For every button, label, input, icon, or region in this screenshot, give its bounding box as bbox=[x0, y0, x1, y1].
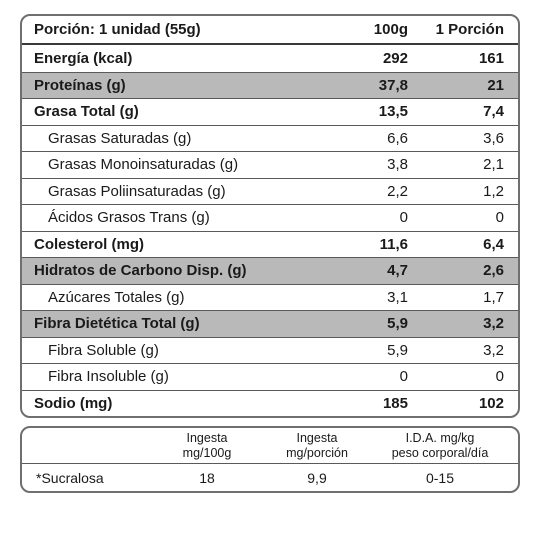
value-portion: 102 bbox=[418, 395, 518, 412]
value-portion: 1,7 bbox=[418, 289, 518, 306]
table-row: Grasas Monoinsaturadas (g)3,82,1 bbox=[22, 151, 518, 178]
table-row: Fibra Soluble (g)5,93,2 bbox=[22, 337, 518, 364]
nutrient-label: Ácidos Grasos Trans (g) bbox=[22, 209, 318, 226]
value-portion: 0 bbox=[418, 368, 518, 385]
table-row: Proteínas (g)37,821 bbox=[22, 72, 518, 99]
value-portion: 0 bbox=[418, 209, 518, 226]
value-100g: 11,6 bbox=[318, 236, 418, 253]
nutrient-label: Azúcares Totales (g) bbox=[22, 289, 318, 306]
value-100g: 5,9 bbox=[318, 315, 418, 332]
table-row: Grasas Saturadas (g)6,63,6 bbox=[22, 125, 518, 152]
header-portion-col: 1 Porción bbox=[418, 21, 518, 38]
table-row: Azúcares Totales (g)3,11,7 bbox=[22, 284, 518, 311]
nutrition-table: Porción: 1 unidad (55g) 100g 1 Porción E… bbox=[20, 14, 520, 418]
table-row: Fibra Dietética Total (g)5,93,2 bbox=[22, 310, 518, 337]
h-ingesta-porcion: Ingestamg/porción bbox=[262, 431, 372, 460]
value-portion: 7,4 bbox=[418, 103, 518, 120]
value-portion: 3,6 bbox=[418, 130, 518, 147]
nutrient-label: Grasa Total (g) bbox=[22, 103, 318, 120]
value-100g: 13,5 bbox=[318, 103, 418, 120]
table-row: Grasa Total (g)13,57,4 bbox=[22, 98, 518, 125]
value-portion: 21 bbox=[418, 77, 518, 94]
nutrient-label: Colesterol (mg) bbox=[22, 236, 318, 253]
nutrient-label: Proteínas (g) bbox=[22, 77, 318, 94]
value-100g: 0 bbox=[318, 368, 418, 385]
nutrient-label: Fibra Dietética Total (g) bbox=[22, 315, 318, 332]
value-portion: 2,1 bbox=[418, 156, 518, 173]
value-100g: 6,6 bbox=[318, 130, 418, 147]
additive-v3: 0-15 bbox=[372, 470, 518, 486]
value-100g: 5,9 bbox=[318, 342, 418, 359]
table-row: Colesterol (mg)11,66,4 bbox=[22, 231, 518, 258]
value-100g: 0 bbox=[318, 209, 418, 226]
value-portion: 3,2 bbox=[418, 342, 518, 359]
additives-row: *Sucralosa 18 9,9 0-15 bbox=[22, 464, 518, 491]
value-portion: 6,4 bbox=[418, 236, 518, 253]
value-100g: 3,1 bbox=[318, 289, 418, 306]
nutrient-label: Fibra Soluble (g) bbox=[22, 342, 318, 359]
table-row: Fibra Insoluble (g)00 bbox=[22, 363, 518, 390]
table-row: Hidratos de Carbono Disp. (g)4,72,6 bbox=[22, 257, 518, 284]
nutrient-label: Fibra Insoluble (g) bbox=[22, 368, 318, 385]
nutrient-label: Grasas Poliinsaturadas (g) bbox=[22, 183, 318, 200]
nutrient-label: Grasas Saturadas (g) bbox=[22, 130, 318, 147]
value-portion: 1,2 bbox=[418, 183, 518, 200]
additive-v1: 18 bbox=[152, 470, 262, 486]
table-row: Sodio (mg)185102 bbox=[22, 390, 518, 417]
additive-name: *Sucralosa bbox=[22, 470, 152, 486]
value-100g: 37,8 bbox=[318, 77, 418, 94]
value-portion: 161 bbox=[418, 50, 518, 67]
additives-table: Ingestamg/100g Ingestamg/porción I.D.A. … bbox=[20, 426, 520, 493]
value-100g: 2,2 bbox=[318, 183, 418, 200]
value-100g: 292 bbox=[318, 50, 418, 67]
header-100g: 100g bbox=[318, 21, 418, 38]
value-100g: 4,7 bbox=[318, 262, 418, 279]
additive-v2: 9,9 bbox=[262, 470, 372, 486]
nutrient-label: Energía (kcal) bbox=[22, 50, 318, 67]
nutrient-label: Hidratos de Carbono Disp. (g) bbox=[22, 262, 318, 279]
table-row: Grasas Poliinsaturadas (g)2,21,2 bbox=[22, 178, 518, 205]
value-portion: 3,2 bbox=[418, 315, 518, 332]
table-header-row: Porción: 1 unidad (55g) 100g 1 Porción bbox=[22, 16, 518, 45]
table-row: Energía (kcal)292161 bbox=[22, 45, 518, 72]
nutrient-label: Grasas Monoinsaturadas (g) bbox=[22, 156, 318, 173]
additives-header: Ingestamg/100g Ingestamg/porción I.D.A. … bbox=[22, 428, 518, 464]
header-portion: Porción: 1 unidad (55g) bbox=[22, 21, 318, 38]
h-ingesta-100g: Ingestamg/100g bbox=[152, 431, 262, 460]
value-100g: 3,8 bbox=[318, 156, 418, 173]
value-portion: 2,6 bbox=[418, 262, 518, 279]
table-row: Ácidos Grasos Trans (g)00 bbox=[22, 204, 518, 231]
value-100g: 185 bbox=[318, 395, 418, 412]
nutrient-label: Sodio (mg) bbox=[22, 395, 318, 412]
h-ida: I.D.A. mg/kgpeso corporal/día bbox=[372, 431, 518, 460]
